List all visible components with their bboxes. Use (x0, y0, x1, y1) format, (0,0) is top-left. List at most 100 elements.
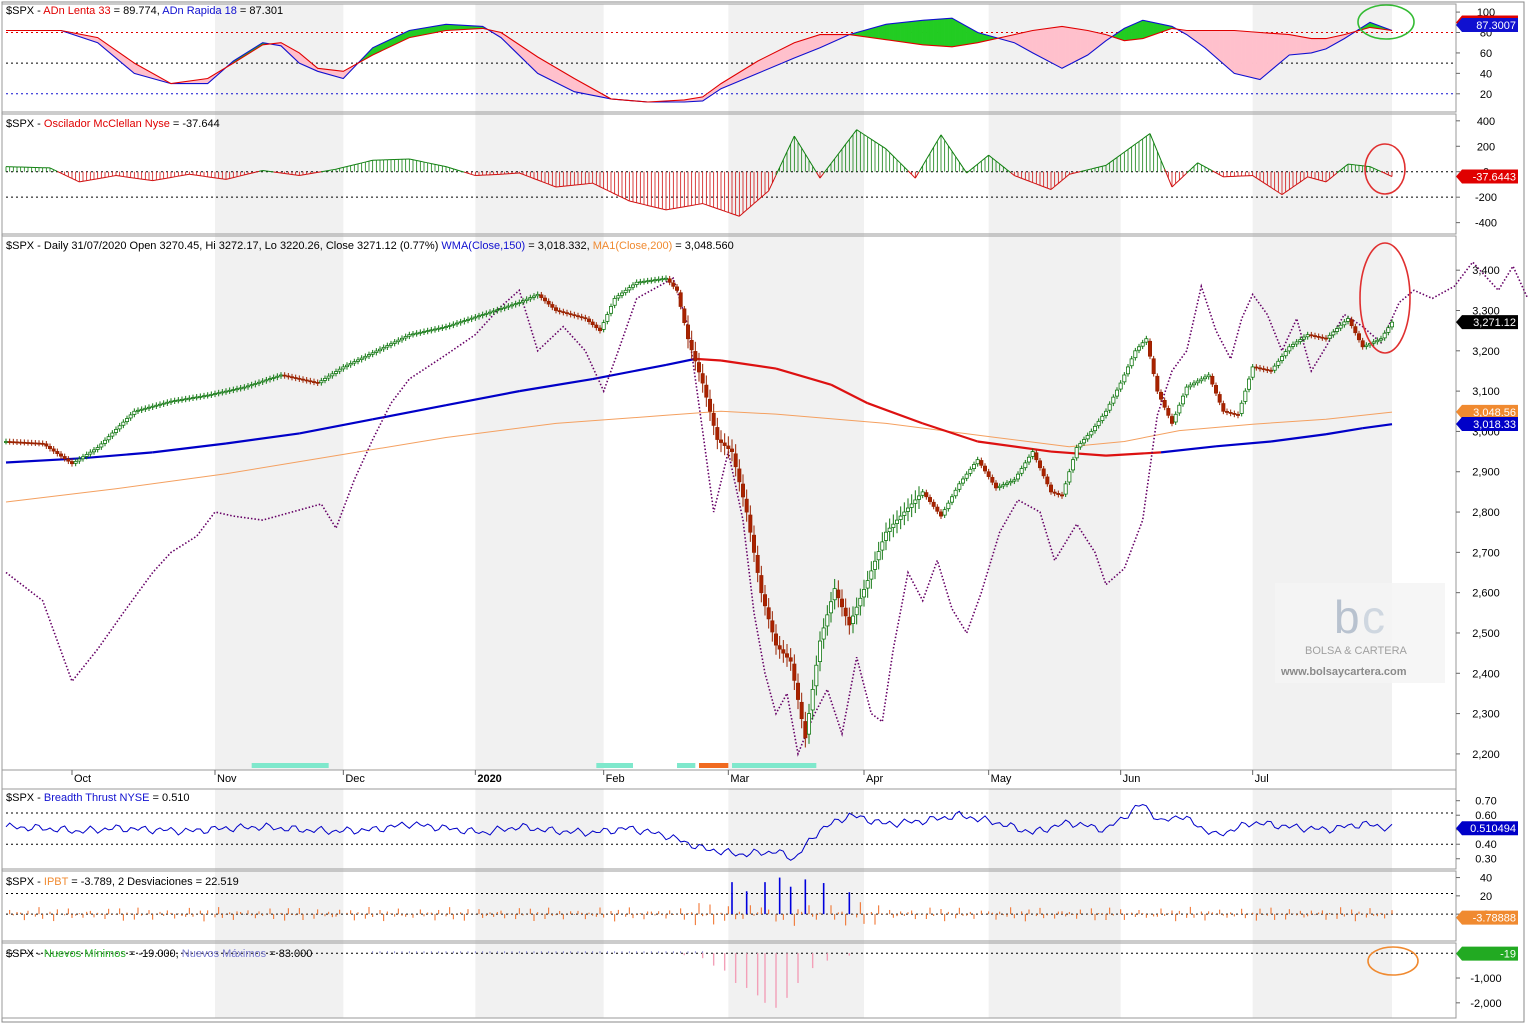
candle-body (562, 312, 565, 313)
candle-body (1038, 461, 1041, 468)
candle-body (1090, 431, 1093, 434)
candle-body (1005, 483, 1008, 484)
tick-label-3-3: 0.40 (1475, 839, 1496, 851)
mcclellan-line-seg (211, 177, 215, 178)
candle-body (1174, 414, 1177, 422)
candle-body (1361, 341, 1364, 347)
candle-body (133, 411, 136, 414)
candle-body (782, 650, 785, 653)
candle-body (1053, 492, 1056, 493)
candle-body (371, 353, 374, 354)
candle-body (459, 322, 462, 323)
adn-fill-seg (1286, 34, 1290, 58)
candle-body (147, 407, 150, 408)
tick-label-3-1: 0.60 (1475, 810, 1496, 822)
mcclellan-line-seg (681, 207, 685, 208)
adn-fill-seg (890, 24, 894, 41)
candle-body (1299, 340, 1302, 342)
candle-body (547, 301, 550, 304)
mcclellan-line-seg (149, 180, 153, 181)
candle-body (1115, 390, 1118, 396)
candle-body (1295, 342, 1298, 344)
candle-body (1178, 405, 1181, 413)
candle-body (356, 360, 359, 361)
candle-body (294, 378, 297, 379)
candle-body (1046, 477, 1049, 484)
adn-fill-seg (1249, 32, 1253, 78)
adn-fill-seg (1271, 33, 1275, 70)
adn-fill-seg (813, 36, 817, 51)
candle-body (70, 462, 73, 464)
candle-body (15, 442, 18, 443)
candle-body (653, 280, 656, 281)
candle-body (1145, 339, 1148, 342)
candle-body (1020, 469, 1023, 474)
candle-body (888, 528, 891, 531)
candle-body (1134, 351, 1137, 358)
mcclellan-line-seg (90, 179, 94, 180)
adn-fill-seg (776, 50, 780, 66)
adn-fill-seg (1297, 36, 1301, 54)
candle-body (943, 510, 946, 515)
candle-body (540, 295, 543, 298)
mcclellan-line-seg (692, 205, 696, 206)
candle-body (771, 621, 774, 632)
mcclellan-line-seg (204, 176, 208, 177)
adn-fill-seg (765, 56, 769, 71)
candle-body (1383, 333, 1386, 338)
mcclellan-line-seg (145, 180, 149, 181)
candle-body (965, 474, 968, 478)
candle-body (111, 433, 114, 436)
candle-body (1068, 472, 1071, 482)
adn-fill-seg (919, 20, 923, 45)
tick-label-2-0: 3,400 (1472, 265, 1500, 277)
candle-body (598, 328, 601, 331)
candle-body (1284, 352, 1287, 356)
candle-body (162, 403, 165, 404)
adn-fill-seg (556, 68, 560, 85)
adn-fill-seg (541, 59, 545, 77)
candle-body (397, 340, 400, 342)
candle-body (705, 385, 708, 397)
candle-body (338, 369, 341, 371)
mcclellan-line-seg (160, 179, 164, 180)
candle-body (470, 318, 473, 319)
candle-body (1236, 414, 1239, 415)
candle-body (331, 374, 334, 376)
candle-body (1313, 336, 1316, 337)
adn-fill-seg (1154, 23, 1158, 35)
adn-fill-seg (1077, 29, 1081, 61)
adn-fill-seg (1128, 25, 1132, 40)
candle-body (650, 280, 653, 281)
mcclellan-line-seg (329, 170, 333, 171)
candle-body (741, 484, 744, 497)
candle-body (184, 399, 187, 400)
candle-body (815, 665, 818, 686)
candle-body (455, 323, 458, 324)
candle-body (1185, 387, 1188, 395)
adn-fill-seg (923, 20, 927, 45)
candle-body (1049, 485, 1052, 492)
mcclellan-line-seg (200, 176, 204, 177)
candle-body (609, 306, 612, 313)
candle-body (8, 442, 11, 443)
candle-body (1042, 469, 1045, 476)
adn-fill-seg (1282, 34, 1286, 61)
watermark-logo-b: b (1334, 591, 1360, 643)
candle-body (1218, 394, 1221, 402)
candle-body (63, 456, 66, 458)
tick-label-2-11: 2,300 (1472, 709, 1500, 721)
adn-fill-seg (446, 24, 450, 30)
adn-fill-seg (457, 25, 461, 30)
candle-body (1196, 381, 1199, 383)
candle-body (822, 628, 825, 639)
mcclellan-line-seg (156, 179, 160, 180)
adn-fill-seg (1146, 21, 1150, 37)
adn-fill-seg (1047, 28, 1051, 63)
mcclellan-line-seg (666, 209, 670, 210)
last-tag-label-2-0: 3,271.12 (1473, 317, 1516, 329)
adn-fill-seg (1044, 28, 1048, 60)
candle-body (239, 388, 242, 389)
candle-body (364, 356, 367, 357)
adn-fill-seg (1066, 27, 1070, 66)
